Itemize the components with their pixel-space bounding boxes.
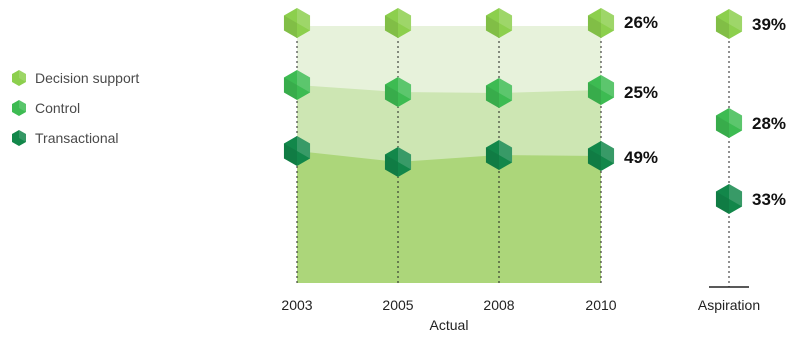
end-label-control: 25% [624, 83, 658, 102]
x-tick-label-2005: 2005 [382, 297, 413, 313]
legend-label-transactional: Transactional [35, 130, 119, 146]
marker-decision-support-2003 [283, 8, 311, 38]
marker-control-2003-facet-light [297, 70, 311, 93]
marker-decision-support-2003-facet-dark [283, 15, 297, 38]
aspiration-marker-control [715, 108, 743, 138]
end-label-transactional: 49% [624, 148, 658, 167]
control-hexagon-icon [12, 100, 26, 116]
marker-decision-support-2005-facet-dark [384, 15, 398, 38]
x-tick-label-2003: 2003 [281, 297, 312, 313]
end-label-decision-support: 26% [624, 13, 658, 32]
marker-transactional-2010-facet-dark [587, 148, 601, 171]
marker-transactional-2005-facet-dark [384, 154, 398, 177]
legend-item-decision-support: Decision support [10, 63, 139, 93]
aspiration-label-decision-support: 39% [752, 15, 786, 34]
marker-transactional-2010 [587, 141, 615, 171]
marker-control-2003-facet-dark [283, 77, 297, 100]
aspiration-marker-decision-support [715, 9, 743, 39]
marker-transactional-2010-facet-light [601, 141, 615, 164]
marker-decision-support-2010 [587, 8, 615, 38]
marker-transactional-2008 [485, 140, 513, 170]
marker-control-2008-facet-dark [485, 85, 499, 108]
aspiration-marker-transactional-facet-dark [715, 191, 729, 214]
aspiration-label-transactional: 33% [752, 190, 786, 209]
marker-control-2008-facet-light [499, 78, 513, 101]
marker-decision-support-2008-facet-light [499, 8, 513, 31]
legend-label-control: Control [35, 100, 81, 116]
marker-transactional-2008-facet-dark [485, 147, 499, 170]
marker-control-2005 [384, 77, 412, 107]
marker-decision-support-2008-facet-dark [485, 15, 499, 38]
aspiration-marker-transactional [715, 184, 743, 214]
marker-control-2008 [485, 78, 513, 108]
aspiration-marker-transactional-facet-light [729, 184, 743, 207]
marker-control-2010-facet-dark [587, 82, 601, 105]
legend-item-control: Control [10, 93, 139, 123]
aspiration-tick-label: Aspiration [698, 297, 760, 313]
marker-transactional-2003 [283, 136, 311, 166]
marker-decision-support-2003-facet-light [297, 8, 311, 31]
band-transactional [297, 151, 601, 283]
marker-control-2005-facet-dark [384, 84, 398, 107]
marker-decision-support-2005-facet-light [398, 8, 412, 31]
aspiration-marker-control-facet-dark [715, 115, 729, 138]
marker-decision-support-2005 [384, 8, 412, 38]
marker-decision-support-2010-facet-dark [587, 15, 601, 38]
marker-decision-support-2008 [485, 8, 513, 38]
x-tick-label-2008: 2008 [483, 297, 514, 313]
legend-item-transactional: Transactional [10, 123, 139, 153]
marker-decision-support-2010-facet-light [601, 8, 615, 31]
transactional-hexagon-icon [12, 130, 26, 146]
marker-transactional-2003-facet-light [297, 136, 311, 159]
marker-transactional-2003-facet-dark [283, 143, 297, 166]
marker-control-2010-facet-light [601, 75, 615, 98]
decision-support-hexagon-icon [12, 70, 26, 86]
aspiration-marker-decision-support-facet-light [729, 9, 743, 32]
marker-transactional-2008-facet-light [499, 140, 513, 163]
legend-label-decision-support: Decision support [35, 70, 140, 86]
marker-control-2010 [587, 75, 615, 105]
marker-control-2003 [283, 70, 311, 100]
aspiration-label-control: 28% [752, 114, 786, 133]
legend: Decision support Control Transactional [10, 63, 139, 153]
x-axis-title: Actual [430, 317, 469, 333]
aspiration-marker-control-facet-light [729, 108, 743, 131]
x-tick-label-2010: 2010 [585, 297, 616, 313]
marker-transactional-2005 [384, 147, 412, 177]
marker-control-2005-facet-light [398, 77, 412, 100]
marker-transactional-2005-facet-light [398, 147, 412, 170]
aspiration-marker-decision-support-facet-dark [715, 16, 729, 39]
